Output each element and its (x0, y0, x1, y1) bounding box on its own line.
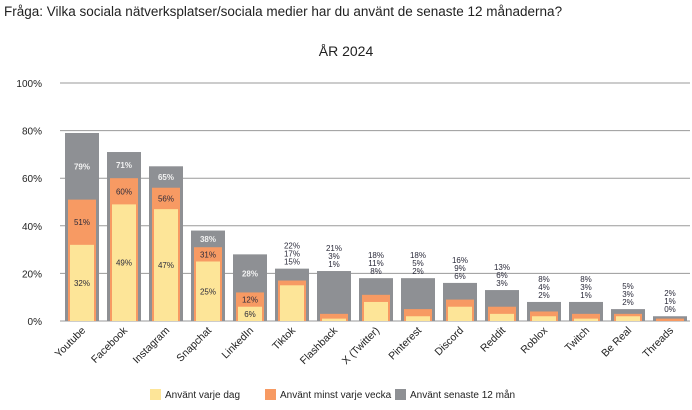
x-tick-label: Youtube (53, 325, 89, 361)
bar-Använt varje dag (616, 316, 640, 321)
data-label: 2% (664, 289, 676, 298)
x-tick-label: X (Twitter) (340, 325, 382, 367)
data-label: 5% (622, 282, 634, 291)
bar-Använt varje dag (280, 285, 304, 321)
data-label: 3% (580, 283, 592, 292)
x-tick-label: Reddit (478, 325, 508, 355)
data-label: 21% (326, 244, 342, 253)
data-label: 32% (74, 279, 90, 288)
data-label: 3% (328, 252, 340, 261)
data-label: 71% (116, 161, 132, 170)
data-label: 12% (242, 296, 258, 305)
data-label: 3% (496, 279, 508, 288)
x-tick-label: Twitch (563, 325, 593, 355)
x-tick-label: Tiktok (270, 324, 299, 353)
question-text: Fråga: Vilka sociala nätverksplatser/soc… (4, 4, 563, 19)
data-label: 79% (74, 162, 90, 171)
legend-label: Använt minst varje vecka (280, 390, 392, 401)
bar-Använt varje dag (112, 204, 136, 321)
data-label: 65% (158, 173, 174, 182)
data-label: 15% (284, 258, 300, 267)
data-label: 1% (664, 297, 676, 306)
x-tick-label: Roblox (519, 324, 551, 356)
y-tick-label: 80% (22, 127, 42, 138)
data-label: 13% (494, 263, 510, 272)
bar-Använt varje dag (70, 244, 94, 321)
bar-Använt senaste 12 mån (317, 271, 351, 321)
bar-Använt minst varje vecka (404, 309, 432, 321)
data-label: 49% (116, 259, 132, 268)
data-label: 3% (622, 290, 634, 299)
data-label: 6% (454, 272, 466, 281)
data-label: 6% (496, 271, 508, 280)
y-tick-label: 20% (22, 269, 42, 280)
data-label: 2% (622, 298, 634, 307)
y-tick-label: 60% (22, 174, 42, 185)
data-label: 60% (116, 187, 132, 196)
x-tick-label: Pinterest (386, 325, 424, 363)
legend-swatch (395, 389, 406, 400)
bar-Använt varje dag (532, 316, 556, 321)
bar-Använt varje dag (196, 261, 220, 321)
data-label: 2% (538, 291, 550, 300)
y-tick-label: 40% (22, 222, 42, 233)
data-label: 8% (370, 267, 382, 276)
x-tick-label: Instagram (131, 324, 173, 366)
bar-Använt minst varje vecka (320, 313, 348, 321)
legend-swatch (150, 389, 161, 400)
legend-label: Använt senaste 12 mån (410, 389, 515, 401)
bar-Använt minst varje vecka (656, 318, 684, 321)
bar-Använt minst varje vecka (572, 313, 600, 321)
data-label: 0% (664, 305, 676, 314)
x-tick-label: Facebook (89, 324, 131, 366)
data-label: 1% (328, 260, 340, 269)
legend-swatch (265, 389, 276, 400)
data-label: 16% (452, 256, 468, 265)
data-label: 4% (538, 283, 550, 292)
data-label: 56% (158, 194, 174, 203)
x-tick-label: LinkedIn (220, 325, 257, 362)
data-label: 11% (368, 259, 383, 268)
bar-Använt varje dag (322, 318, 346, 321)
x-tick-label: Flashback (298, 324, 341, 367)
data-label: 51% (74, 218, 90, 227)
bar-Använt varje dag (364, 301, 388, 321)
y-tick-label: 0% (28, 317, 43, 328)
legend-label: Använt varje dag (165, 390, 240, 401)
data-label: 47% (158, 261, 174, 270)
data-label: 18% (368, 251, 384, 260)
data-label: 8% (538, 275, 550, 284)
chart-title: ÅR 2024 (319, 43, 374, 59)
bar-Använt varje dag (238, 306, 262, 321)
data-label: 8% (580, 275, 592, 284)
x-tick-label: Snapchat (174, 325, 214, 365)
data-label: 17% (284, 250, 300, 259)
bar-Använt varje dag (574, 318, 598, 321)
x-tick-label: Be Real (599, 325, 634, 360)
data-label: 38% (200, 235, 216, 244)
data-label: 31% (200, 250, 216, 259)
data-label: 22% (284, 242, 300, 251)
x-tick-label: Discord (432, 325, 466, 359)
data-label: 6% (244, 310, 256, 319)
bar-Använt varje dag (154, 209, 178, 321)
y-tick-label: 100% (16, 79, 42, 90)
data-label: 25% (200, 287, 216, 296)
bar-Använt varje dag (490, 313, 514, 321)
data-label: 18% (410, 251, 426, 260)
data-label: 9% (454, 264, 466, 273)
bar-Använt varje dag (406, 316, 430, 321)
data-label: 1% (580, 291, 592, 300)
x-tick-label: Threads (640, 325, 676, 361)
data-label: 5% (412, 259, 424, 268)
bar-Använt varje dag (448, 306, 472, 321)
data-label: 2% (412, 267, 424, 276)
data-label: 28% (242, 269, 258, 278)
